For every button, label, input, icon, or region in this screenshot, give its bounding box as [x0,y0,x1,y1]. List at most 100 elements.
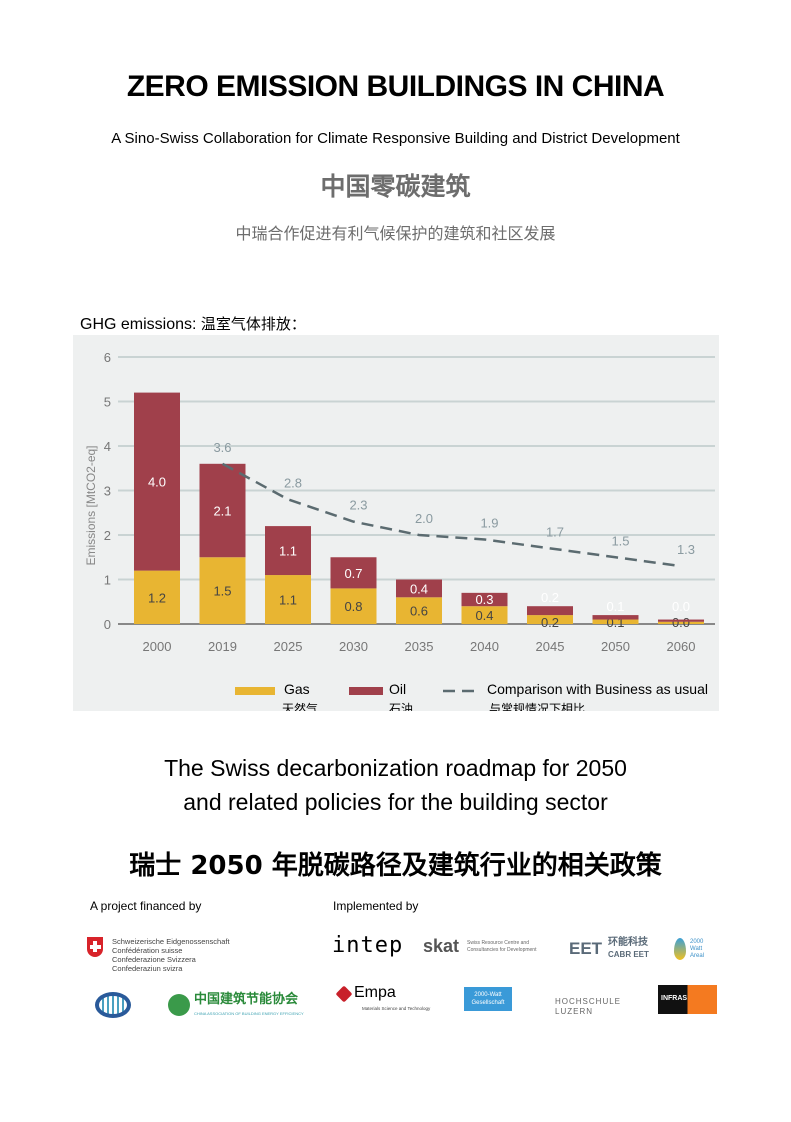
skat-description: Swiss Resource Centre and Consultancies … [467,940,537,953]
infras-text: INFRAS [661,995,688,1002]
x-tick-label: 2035 [405,639,434,654]
data-label-gas: 1.1 [279,593,297,608]
data-label-gas: 0.8 [344,599,362,614]
bar-gas [527,615,573,624]
chart-svg: 0 1 2 3 4 5 6 Emissions [MtCO2-eq] 1.2 4.0 2000 1.5… [84,350,715,711]
data-label-oil: 0.4 [410,581,428,596]
chart-caption-en: GHG emissions: [80,316,197,333]
bar-gas [396,597,442,624]
bar-oil [265,526,311,576]
legend-label-bau-cn: 与常规情况下相比 [489,701,585,711]
hslu-logo: HOCHSCHULE LUZERN [555,997,621,1017]
roadmap-title-line1: The Swiss decarbonization roadmap for 20… [164,755,627,781]
y-tick-label: 4 [104,439,111,454]
data-label-oil: 0.1 [606,599,624,614]
data-label-oil: 4.0 [148,475,166,490]
bau-label: 2.0 [415,511,433,526]
y-tick-label: 5 [104,395,111,410]
y-tick-label: 0 [104,617,111,632]
empa-description: Materials Science and Technology [362,1006,431,1011]
legend-swatch-oil [349,687,383,695]
data-label-oil: 0.7 [344,566,362,581]
watt-areal-text: 2000 Watt Areal [690,939,705,959]
data-label-oil: 2.1 [213,504,231,519]
bar-gas [592,619,639,624]
x-tick-label: 2025 [274,639,303,654]
x-tick-label: 2019 [208,639,237,654]
bau-label: 2.8 [284,475,302,490]
bar-gas [330,588,377,624]
data-label-oil: 0.0 [672,599,690,614]
y-tick-label: 2 [104,528,111,543]
swiss-shield-logo [87,937,103,957]
data-label-gas: 0.0 [672,615,690,630]
bar-oil [134,392,180,571]
bau-label: 1.5 [611,533,629,548]
bar-gas [199,557,246,624]
organization-round-logo [95,992,131,1018]
hslu-line2: LUZERN [555,1007,594,1016]
data-label-oil: 1.1 [279,544,297,559]
legend-label-bau: Comparison with Business as usual [487,681,708,697]
bar-gas [658,621,704,624]
bar-gas [461,606,508,624]
x-tick-label: 2045 [536,639,565,654]
swiss-line: Confederaziun svizra [112,964,183,973]
legend-label-oil: Oil [389,681,406,697]
bar-oil [199,463,246,558]
intep-logo: intep [332,933,404,958]
eet-name-en: CABR EET [608,950,649,959]
bau-label: 1.3 [677,542,695,557]
bar-oil [396,579,442,598]
infras-logo: INFRAS [658,985,717,1014]
x-tick-label: 2060 [667,639,696,654]
legend-label-gas-cn: 天然气 [282,701,318,711]
bau-label: 1.9 [480,515,498,530]
financed-label: A project financed by [90,899,202,913]
empa-logo: Empa [354,984,396,1001]
data-label-gas: 0.4 [475,608,493,623]
bar-gas [134,570,180,624]
chart-caption-cn: 温室气体排放： [200,315,306,333]
empa-logo-icon [335,985,353,1003]
swiss-line: Schweizerische Eidgenossenschaft [112,937,230,946]
data-label-oil: 0.2 [541,590,559,605]
bau-label: 2.3 [349,498,367,513]
roadmap-title-cn: 瑞士 2050 年脱碳路径及建筑行业的相关政策 [129,851,662,881]
bau-label: 1.7 [546,524,564,539]
hslu-line1: HOCHSCHULE [555,997,622,1006]
bar-oil [658,619,704,622]
y-tick-label: 3 [104,484,111,499]
page-subtitle: A Sino-Swiss Collaboration for Climate R… [111,130,680,147]
bau-label: 3.6 [213,440,231,455]
page-title-cn: 中国零碳建筑 [320,172,471,201]
bar-oil [527,606,573,616]
skat-logo: skat [423,936,460,956]
legend-label-oil-cn: 石油 [389,702,413,711]
eet-name-cn: 环能科技 [608,937,648,948]
roadmap-title-line2: and related policies for the building se… [183,789,608,815]
y-axis-label: Emissions [MtCO2-eq] [84,445,98,565]
data-label-gas: 0.6 [410,604,428,619]
y-tick-label: 1 [104,573,111,588]
page-title: ZERO EMISSION BUILDINGS IN CHINA [126,70,665,103]
cabee-globe-logo [168,994,190,1016]
legend-label-gas: Gas [284,681,310,697]
y-tick-label: 6 [104,350,111,365]
bar-oil [330,557,377,589]
x-tick-label: 2040 [470,639,499,654]
x-tick-label: 2000 [143,639,172,654]
x-tick-label: 2050 [601,639,630,654]
legend-swatch-gas [235,687,275,695]
chart-caption: GHG emissions: 温室气体排放： [80,313,306,334]
data-label-gas: 1.5 [213,584,231,599]
swiss-confederation-text: Schweizerische Eidgenossenschaft Confédé… [112,937,230,973]
x-tick-label: 2030 [339,639,368,654]
bar-oil [592,615,639,620]
implemented-label: Implemented by [333,899,419,913]
swiss-line: Confédération suisse [112,946,183,955]
2000-watt-gesellschaft-logo: 2000-Watt Gesellschaft [464,987,512,1011]
cabee-name-cn: 中国建筑节能协会 [194,992,299,1007]
data-label-gas: 0.2 [541,615,559,630]
swiss-line: Confederazione Svizzera [112,955,196,964]
